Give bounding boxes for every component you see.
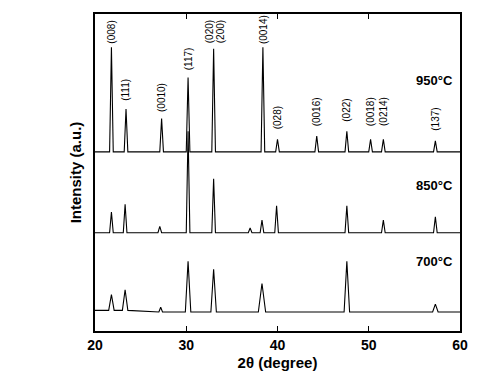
svg-text:(0016): (0016): [311, 97, 322, 126]
svg-text:(117): (117): [183, 48, 194, 71]
svg-text:60: 60: [452, 337, 468, 353]
svg-text:(111): (111): [120, 79, 131, 101]
svg-text:950°C: 950°C: [416, 73, 453, 88]
svg-text:(0010): (0010): [156, 83, 167, 112]
svg-text:700°C: 700°C: [416, 254, 453, 269]
svg-text:(022): (022): [341, 98, 352, 121]
svg-text:(020): (020): [204, 20, 215, 43]
svg-text:(0018): (0018): [365, 97, 376, 126]
svg-text:2θ (degree): 2θ (degree): [238, 354, 318, 371]
svg-text:(008): (008): [106, 20, 117, 43]
svg-text:(137): (137): [430, 107, 441, 130]
svg-text:(200): (200): [215, 20, 226, 43]
svg-text:40: 40: [270, 337, 286, 353]
svg-text:(028): (028): [272, 106, 283, 129]
svg-text:30: 30: [178, 337, 194, 353]
svg-text:50: 50: [361, 337, 377, 353]
svg-text:(0014): (0014): [258, 15, 269, 44]
svg-text:Intensity (a.u.): Intensity (a.u.): [67, 122, 84, 224]
svg-text:850°C: 850°C: [416, 178, 453, 193]
svg-text:20: 20: [87, 337, 103, 353]
svg-text:(0214): (0214): [378, 97, 389, 126]
